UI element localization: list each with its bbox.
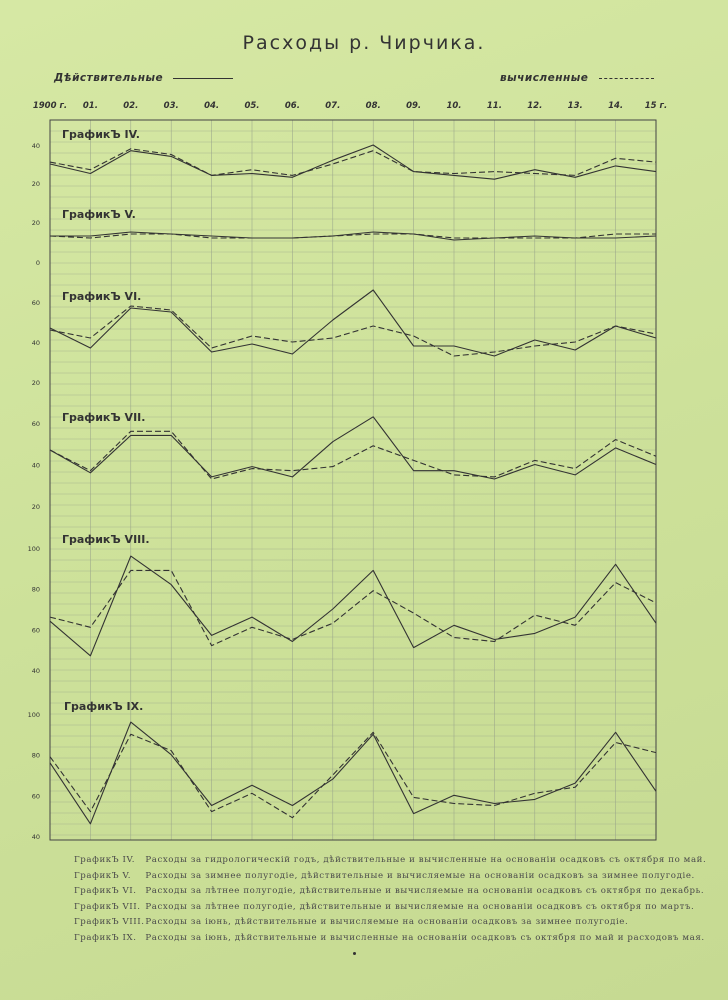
series-line-calculated [49,233,656,239]
x-tick-label: 1900 г. [33,101,67,111]
y-tick-label: 0 [36,259,40,267]
page-mark [353,952,356,955]
x-tick-label: 04. [204,101,219,111]
series-line-actual [49,721,657,825]
x-tick-label: 03. [164,101,179,111]
captions: ГрафикЪ IV. Расходы за гидрологическій г… [74,853,706,947]
x-tick-label: 11. [487,101,502,111]
y-tick-label: 20 [32,180,40,188]
series-line-actual [49,289,657,357]
y-tick-label: 80 [32,752,40,760]
y-tick-label: 40 [32,667,40,675]
caption-label: ГрафикЪ IX. [74,932,137,943]
caption-label: ГрафикЪ V. [74,870,132,881]
caption-line: ГрафикЪ IV. Расходы за гидрологическій г… [74,853,706,869]
legend-calculated-label: вычисленные [500,72,589,84]
x-tick-label: 01. [83,101,98,111]
y-tick-label: 80 [32,586,40,594]
x-tick-label: 10. [446,101,461,111]
x-tick-label: 14. [608,101,623,111]
x-tick-label: 15 г. [645,101,667,111]
panel-title: ГрафикЪ VIII. [62,533,150,546]
y-tick-label: 40 [32,462,40,470]
caption-text: Расходы за зимнее полугодіе, дѣйствитель… [145,870,695,881]
y-tick-label: 100 [28,711,40,719]
legend-actual: Дѣйствительные [54,72,234,84]
chart-title: Расходы р. Чирчика. [242,32,486,54]
caption-text: Расходы за гидрологическій годъ, дѣйстви… [145,855,707,865]
caption-line: ГрафикЪ VI. Расходы за лѣтнее полугодіе,… [74,884,704,900]
y-tick-label: 60 [32,299,40,307]
caption-label: ГрафикЪ VII. [74,901,141,912]
series-line-actual [49,144,657,180]
legend-dashed-line [598,77,654,79]
series-line-calculated [49,305,657,357]
caption-line: ГрафикЪ VIII. Расходы за іюнь, дѣйствите… [74,915,674,931]
series-line-actual [50,231,657,241]
panel-title: ГрафикЪ IX. [64,700,143,713]
y-tick-label: 40 [32,142,40,150]
y-tick-label: 20 [32,219,40,227]
y-tick-label: 40 [32,339,40,347]
x-tick-label: 02. [123,101,138,111]
x-tick-label: 06. [285,101,300,111]
caption-line: ГрафикЪ IX. Расходы за іюнь, дѣйствитель… [74,931,704,947]
x-tick-label: 07. [325,101,340,111]
caption-line: ГрафикЪ V. Расходы за зимнее полугодіе, … [74,869,694,885]
y-tick-label: 100 [28,545,40,553]
series-line-calculated [49,569,657,647]
series-line-calculated [49,430,657,480]
x-tick-label: 09. [406,101,421,111]
x-tick-label: 05. [244,101,259,111]
legend-solid-line [173,77,234,79]
x-tick-label: 08. [366,101,381,111]
plot-frame [49,119,657,841]
x-tick-label: 13. [568,101,583,111]
caption-label: ГрафикЪ VIII. [74,917,145,927]
caption-line: ГрафикЪ VII. Расходы за лѣтнее полугодіе… [74,900,694,916]
y-tick-label: 60 [32,792,40,800]
series-line-calculated [49,148,657,176]
caption-label: ГрафикЪ IV. [74,855,136,865]
y-tick-label: 20 [32,503,40,511]
panel-title: ГрафикЪ VII. [62,411,145,424]
legend-calculated: вычисленные [500,72,654,84]
series-line-calculated [49,731,657,819]
y-tick-label: 20 [32,379,40,387]
caption-text: Расходы за лѣтнее полугодіе, дѣйствитель… [145,886,705,896]
x-tick-label: 12. [527,101,542,111]
caption-text: Расходы за іюнь, дѣйствительные и вычисл… [145,932,705,943]
y-tick-label: 60 [32,626,40,634]
caption-text: Расходы за лѣтнее полугодіе, дѣйствитель… [145,901,695,912]
caption-label: ГрафикЪ VI. [74,886,137,896]
y-tick-label: 40 [32,833,40,841]
panel-title: ГрафикЪ VI. [62,290,141,303]
legend-actual-label: Дѣйствительные [54,72,164,84]
series-line-actual [49,416,657,480]
y-tick-label: 60 [32,420,40,428]
panel-title: ГрафикЪ V. [62,208,136,221]
caption-text: Расходы за іюнь, дѣйствительные и вычисл… [145,917,629,927]
panel-title: ГрафикЪ IV. [62,128,140,141]
